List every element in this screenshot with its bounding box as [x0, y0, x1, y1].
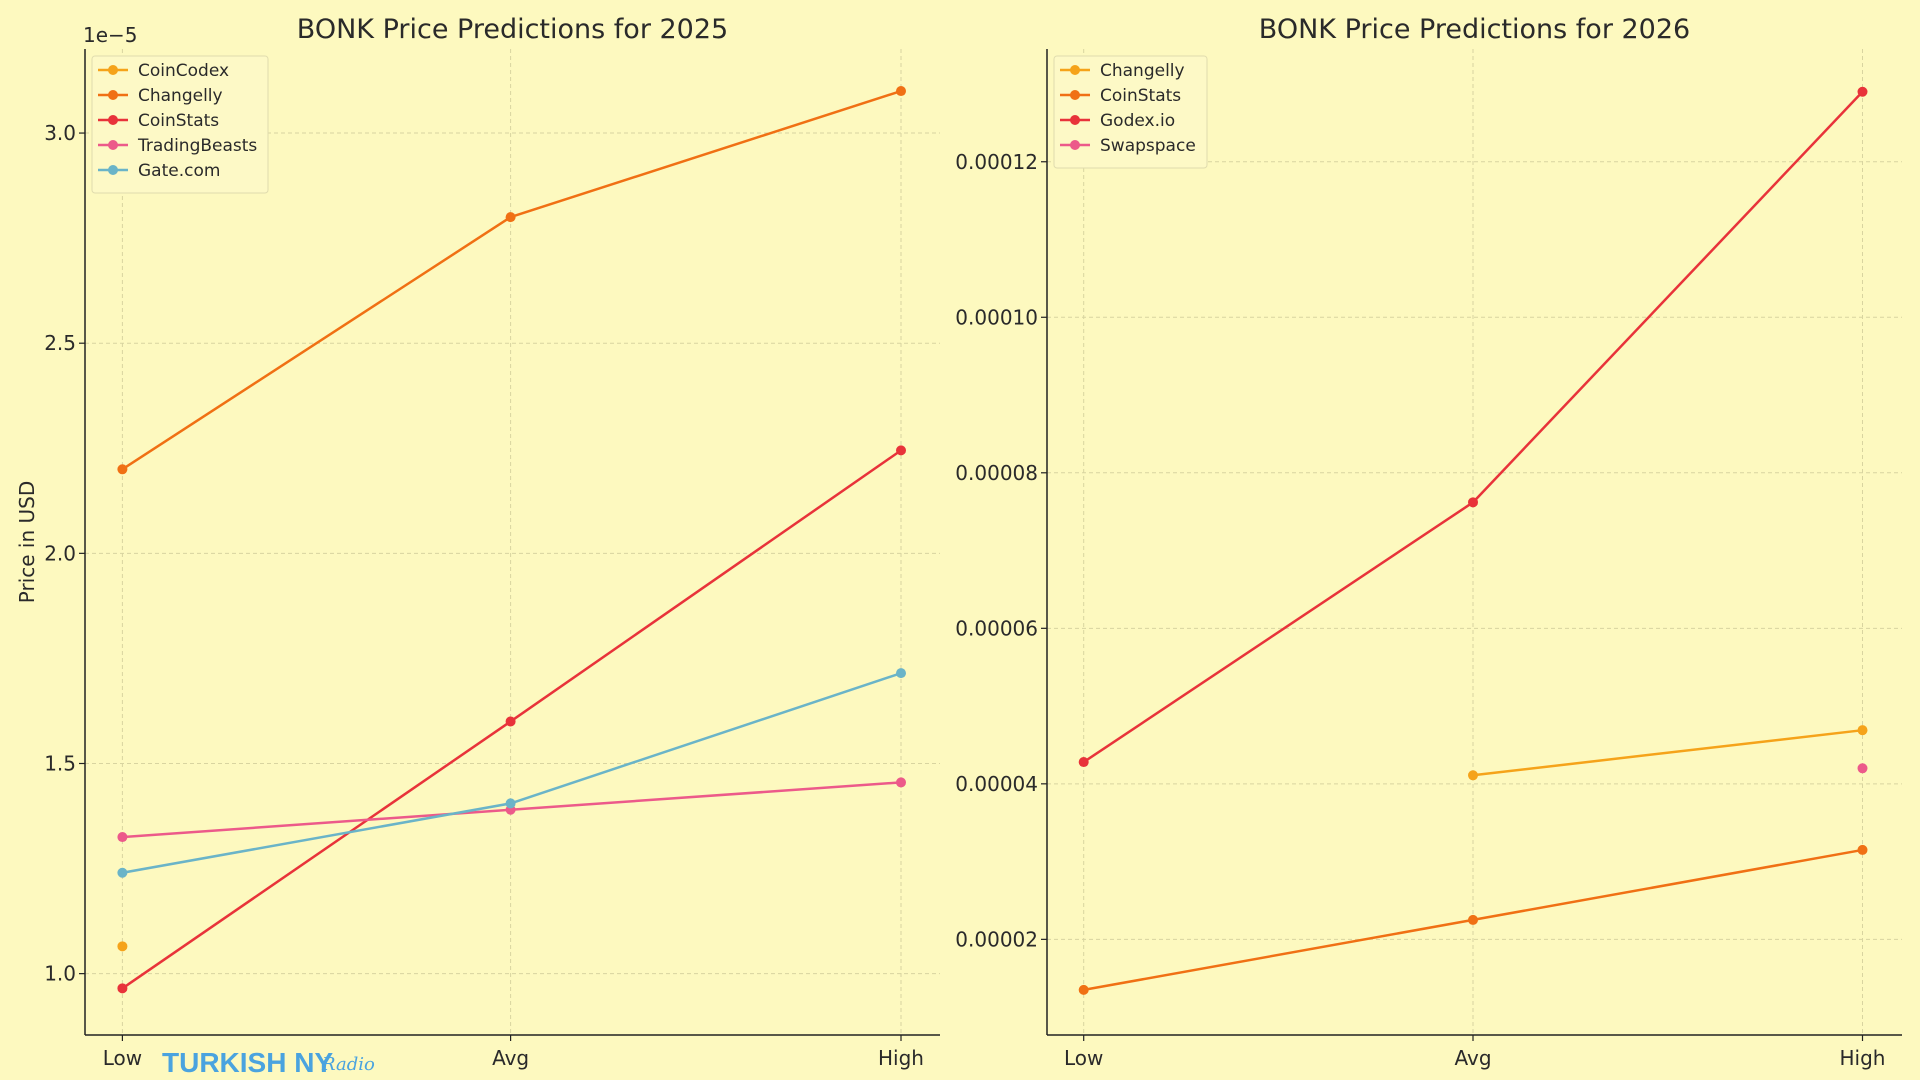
data-point	[1857, 844, 1868, 855]
series-line-segment	[1083, 918, 1474, 992]
data-point	[896, 777, 906, 788]
data-point	[505, 716, 516, 727]
legend-label: Gate.com	[138, 161, 220, 181]
series-coinstats	[117, 445, 906, 994]
series-coincodex	[117, 941, 128, 952]
legend-marker	[108, 65, 118, 75]
data-point	[1468, 770, 1478, 781]
series-line-segment	[1472, 90, 1864, 504]
series-line-segment	[121, 720, 512, 990]
watermark-main: TURKISH NY	[162, 1047, 333, 1078]
data-point	[896, 86, 906, 97]
legend-label: Godex.io	[1100, 111, 1175, 131]
series-coinstats	[1078, 844, 1868, 995]
y-tick-label: 2.0	[44, 541, 76, 565]
legend-marker	[108, 165, 118, 175]
chart-title: BONK Price Predictions for 2026	[1259, 14, 1690, 45]
chart-title: BONK Price Predictions for 2025	[297, 14, 728, 45]
chart-2026: 0.00002 0.00004 0.00006 0.00008 0.00010 0.000…	[955, 14, 1902, 1070]
y-tick-label: 0.00008	[955, 461, 1038, 485]
series-line-segment	[1472, 728, 1863, 777]
series-line-segment	[509, 449, 902, 723]
legend-label: CoinStats	[1100, 86, 1181, 106]
legend-box	[91, 55, 269, 194]
series-changelly	[117, 86, 906, 475]
legend-marker	[108, 140, 118, 150]
legend-label: Changelly	[1100, 61, 1185, 81]
data-point	[117, 867, 128, 878]
series-line-segment	[510, 671, 902, 805]
data-point	[505, 798, 516, 809]
legend-marker	[1070, 115, 1080, 125]
data-point	[896, 445, 906, 456]
watermark-script: Radio	[321, 1054, 375, 1075]
y-tick-label: 0.00012	[955, 150, 1038, 174]
series-line-segment	[1472, 848, 1863, 922]
y-tick-label: 2.5	[44, 331, 76, 355]
y-tick-label: 0.00002	[955, 927, 1038, 951]
data-point	[505, 212, 516, 223]
x-tick-label: High	[878, 1046, 924, 1070]
series-line-segment	[510, 89, 902, 219]
series-tradingbeasts	[117, 777, 906, 843]
data-point	[1857, 725, 1868, 736]
series-gate-com	[117, 668, 906, 878]
y-offset-label: 1e−5	[83, 23, 138, 47]
chart-2025: 1.0 1.5 2.0 2.5 3.0 Low Avg High BONK Price Pred…	[15, 14, 940, 1070]
legend-label: CoinStats	[138, 111, 219, 131]
watermark-logo: TURKISH NY Radio	[162, 1047, 375, 1078]
data-point	[1857, 763, 1868, 774]
data-point	[1468, 914, 1478, 925]
x-tick-label: Low	[1064, 1046, 1103, 1070]
series-line-segment	[1083, 501, 1474, 764]
y-tick-label: 0.00010	[955, 305, 1038, 329]
x-tick-label: Low	[103, 1046, 142, 1070]
series-line-segment	[122, 802, 511, 874]
legend-marker	[1070, 140, 1080, 150]
data-point	[1078, 757, 1089, 768]
data-point	[1857, 86, 1868, 97]
data-point	[117, 941, 128, 952]
data-point	[117, 983, 128, 994]
legend-marker	[1070, 65, 1080, 75]
x-tick-label: High	[1840, 1046, 1886, 1070]
data-point	[117, 464, 128, 475]
legend-label: Swapspace	[1100, 136, 1196, 156]
legend-marker	[1070, 90, 1080, 100]
legend: Changelly CoinStats Godex.io Swapspace	[1053, 55, 1208, 169]
y-tick-label: 0.00006	[955, 616, 1038, 640]
series-swapspace	[1857, 763, 1868, 774]
legend-label: Changelly	[138, 86, 223, 106]
legend-box	[1053, 55, 1208, 169]
y-tick-label: 1.0	[44, 962, 76, 986]
x-tick-label: Avg	[492, 1046, 529, 1070]
x-tick-label: Avg	[1454, 1046, 1491, 1070]
legend: CoinCodex Changelly CoinStats TradingBeasts…	[91, 55, 269, 194]
data-point	[896, 668, 906, 679]
series-godex-io	[1078, 86, 1868, 768]
legend-label: TradingBeasts	[137, 136, 257, 156]
data-point	[1468, 497, 1478, 508]
series-changelly	[1468, 725, 1868, 781]
legend-marker	[108, 90, 118, 100]
series-line-segment	[510, 781, 902, 811]
y-axis-label: Price in USD	[15, 481, 39, 603]
y-tick-label: 3.0	[44, 121, 76, 145]
data-point	[1078, 984, 1089, 995]
series-line-segment	[121, 216, 512, 471]
y-tick-label: 0.00004	[955, 772, 1038, 796]
legend-marker	[108, 115, 118, 125]
y-tick-label: 1.5	[44, 751, 76, 775]
legend-label: CoinCodex	[138, 61, 229, 81]
data-point	[117, 832, 128, 843]
